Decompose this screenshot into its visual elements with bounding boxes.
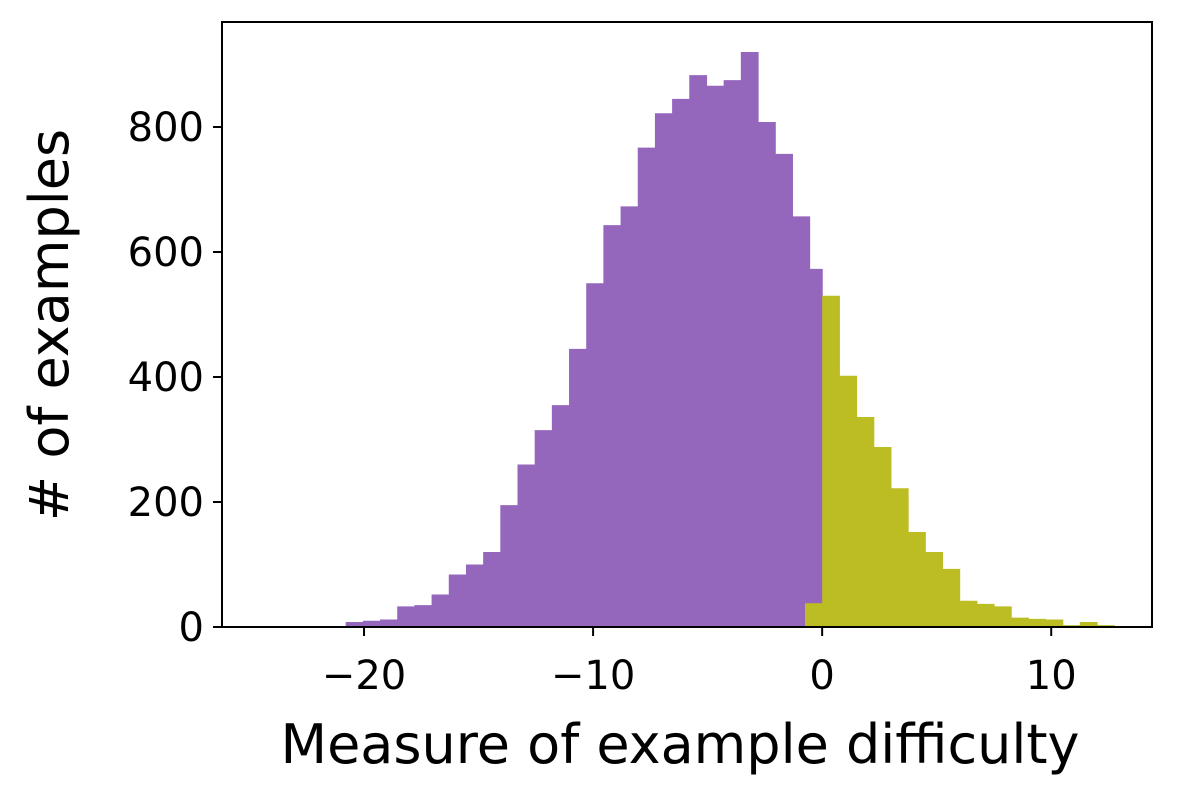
- histogram-bar-s0-14: [586, 283, 604, 627]
- histogram-bar-s0-18: [654, 113, 673, 627]
- histogram-bar-s1-12: [1011, 617, 1029, 628]
- y-tick-label: 800: [128, 105, 204, 151]
- histogram-bar-s0-8: [483, 552, 501, 627]
- histogram-bar-s0-12: [551, 405, 570, 628]
- histogram-bar-s0-1: [362, 620, 381, 627]
- histogram-bar-s0-5: [431, 594, 450, 627]
- histogram-bar-s0-19: [672, 98, 690, 628]
- histogram-bar-s0-0: [345, 622, 364, 627]
- histogram-bar-s1-13: [1028, 618, 1047, 628]
- y-tick-label: 200: [128, 480, 204, 526]
- histogram-bar-s0-7: [465, 564, 484, 627]
- histogram-bar-s0-26: [792, 216, 811, 628]
- histogram-bar-s0-17: [637, 147, 656, 627]
- x-tick-label: 10: [1026, 653, 1077, 699]
- histogram-bar-s0-13: [569, 348, 587, 628]
- histogram-bar-s1-1: [822, 295, 840, 627]
- histogram-bar-s1-11: [993, 606, 1012, 628]
- x-axis-label: Measure of example difficulty: [280, 713, 1079, 776]
- x-tick-label: 0: [809, 653, 834, 699]
- histogram-bar-s1-9: [959, 600, 978, 627]
- histogram-bar-s0-27: [809, 268, 823, 628]
- y-axis-label: # of examples: [18, 129, 81, 521]
- histogram-bar-s0-10: [517, 464, 536, 627]
- y-tick-label: 600: [128, 230, 204, 276]
- histogram-bar-s0-25: [775, 153, 793, 628]
- histogram-bar-s0-22: [723, 80, 742, 628]
- histogram-bar-s0-2: [380, 619, 398, 627]
- histogram-bar-s0-9: [500, 505, 519, 628]
- y-tick-label: 400: [128, 355, 204, 401]
- histogram-bar-s1-8: [942, 568, 961, 628]
- y-axis-ticks: 0 200 400 600 800: [128, 105, 222, 651]
- histogram-bar-s0-15: [603, 225, 622, 628]
- x-tick-label: −10: [551, 653, 635, 699]
- histogram-bar-s0-21: [706, 85, 725, 627]
- histogram-bar-s1-16: [1079, 622, 1098, 627]
- histogram-bar-s0-11: [534, 430, 553, 628]
- histogram-bar-s0-6: [448, 574, 467, 627]
- bars-group: [345, 52, 1115, 628]
- histogram-bar-s1-0: [804, 603, 823, 627]
- histogram-bar-s0-3: [397, 606, 416, 628]
- histogram-bar-s0-23: [740, 52, 759, 627]
- y-tick-label: 0: [179, 605, 204, 651]
- x-tick-label: −20: [322, 653, 406, 699]
- x-axis-ticks: −20 −10 0 10: [322, 627, 1077, 699]
- histogram-bar-s1-6: [908, 532, 926, 627]
- histogram-bar-s1-5: [890, 488, 909, 627]
- histogram-bar-s1-3: [856, 417, 875, 627]
- histogram-bar-s0-16: [620, 206, 639, 628]
- histogram-bar-s1-7: [925, 552, 944, 627]
- histogram-bar-s0-20: [689, 75, 708, 628]
- plot-frame: [221, 21, 1153, 628]
- histogram-bar-s1-14: [1045, 619, 1064, 627]
- histogram-bar-s0-4: [414, 605, 433, 628]
- histogram-bar-s1-10: [976, 603, 995, 628]
- histogram-bar-s1-4: [873, 447, 892, 627]
- histogram-bar-s1-2: [839, 375, 858, 627]
- histogram-bar-s0-24: [758, 122, 776, 627]
